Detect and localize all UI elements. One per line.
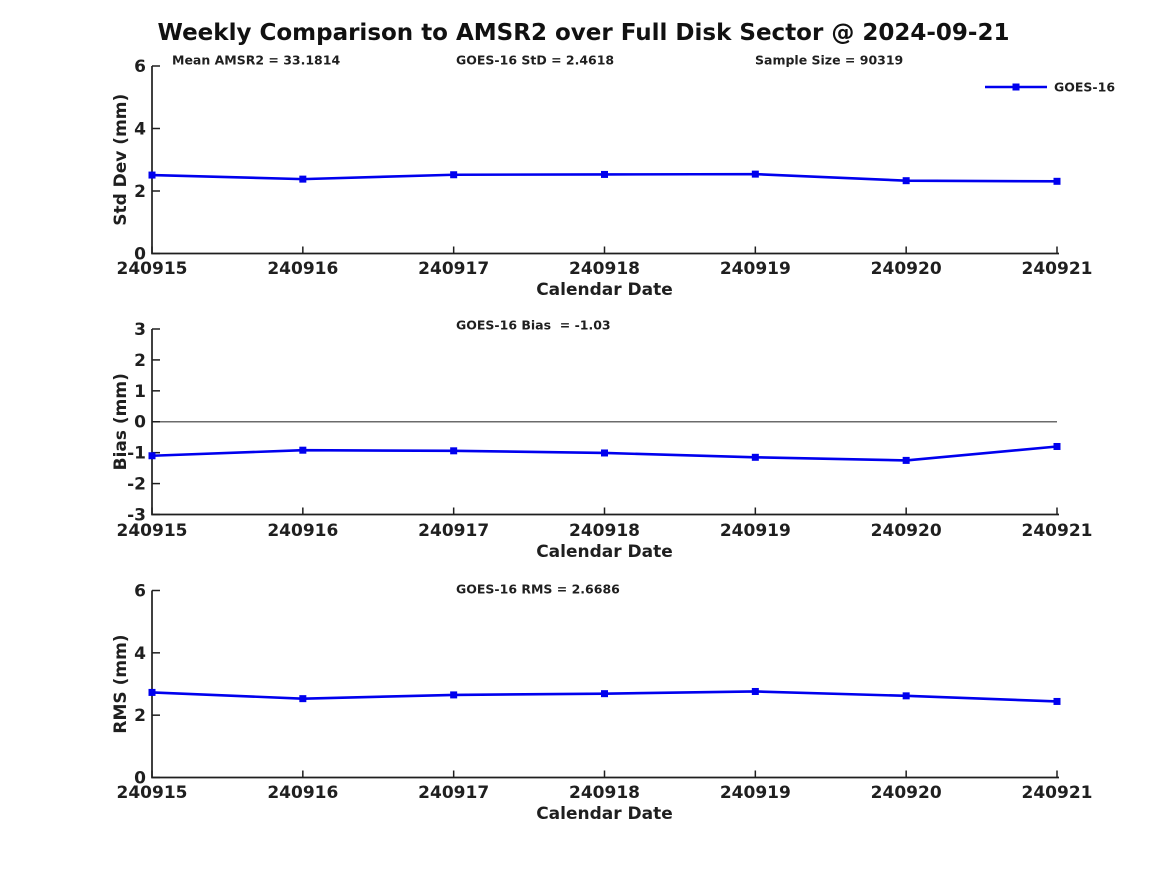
rms-point-marker [299,695,307,703]
y-tick-label: -1 [127,444,146,464]
bias-point-marker [902,456,910,464]
subplot-bias-svg: -3 -2 -1 0 1 2 3 240915 240916 240917 240918 240919… [111,317,1093,562]
annotation-rms-0: GOES-16 RMS = 2.6686 [456,581,620,596]
y-axis-label-stddev: Std Dev (mm) [111,94,131,226]
y-tick-label: 4 [134,119,146,139]
chart-title: Weekly Comparison to AMSR2 over Full Dis… [157,20,1010,46]
x-axis-label-stddev: Calendar Date [536,280,673,300]
y-tick-label: 0 [134,768,146,788]
stddev-point-marker [450,171,458,179]
rms-point-marker [601,690,608,698]
x-tick-label: 240915 [117,259,188,279]
x-tick-label: 240919 [720,783,791,803]
rms-point-marker [902,692,910,700]
x-tick-label: 240921 [1022,521,1093,541]
x-tick-label: 240917 [418,783,489,803]
stddev-point-marker [299,175,307,183]
rms-point-marker [148,688,156,696]
bias-point-marker [299,446,307,454]
bias-point-marker [751,453,759,461]
subplot-stddev-svg: 0 2 4 6 240915 240916 240917 240918 240919 240920… [111,52,1115,300]
y-tick-label: 1 [134,382,146,402]
x-tick-label: 240920 [871,521,942,541]
x-tick-label: 240920 [871,783,942,803]
x-axis-label-rms: Calendar Date [536,804,673,824]
y-tick-label: 6 [134,581,146,601]
x-tick-label: 240915 [117,521,188,541]
x-tick-label: 240921 [1022,259,1093,279]
y-tick-label: 4 [134,644,146,664]
x-tick-label: 240921 [1022,783,1093,803]
x-tick-label: 240916 [267,521,338,541]
y-tick-label: -2 [127,475,146,495]
y-tick-label: 3 [134,320,146,340]
x-tick-label: 240918 [569,259,640,279]
rms-point-marker [450,691,458,699]
legend-label: GOES-16 [1054,79,1115,94]
annotation-stddev-1: GOES-16 StD = 2.4618 [456,52,614,67]
x-tick-label: 240916 [267,783,338,803]
stddev-point-marker [902,177,910,185]
stddev-point-marker [751,170,759,178]
bias-point-marker [148,452,156,460]
rms-point-marker [751,687,759,695]
x-tick-label: 240917 [418,521,489,541]
y-tick-label: -3 [127,505,146,525]
x-tick-label: 240918 [569,521,640,541]
y-axis-label-rms: RMS (mm) [111,634,131,733]
y-tick-label: 2 [134,182,146,202]
annotation-bias-0: GOES-16 Bias = -1.03 [456,317,611,332]
rms-point-marker [1053,697,1061,705]
x-tick-label: 240920 [871,259,942,279]
annotation-stddev-2: Sample Size = 90319 [755,52,903,67]
x-tick-label: 240917 [418,259,489,279]
subplot-rms-svg: 0 2 4 6 240915 240916 240917 240918 240919 240920… [111,581,1093,824]
bias-point-marker [601,449,608,457]
bias-point-marker [450,447,458,455]
axis-spines [151,66,1059,255]
y-tick-label: 2 [134,351,146,371]
y-tick-label: 0 [134,413,146,433]
x-axis-label-bias: Calendar Date [536,542,673,562]
bias-point-marker [1053,442,1061,450]
legend-marker-sample [1012,83,1020,91]
annotation-stddev-0: Mean AMSR2 = 33.1814 [172,52,340,67]
y-tick-label: 6 [134,57,146,77]
x-tick-label: 240919 [720,521,791,541]
y-axis-label-bias: Bias (mm) [111,373,131,470]
axis-spines [151,590,1059,779]
stddev-point-marker [1053,177,1061,185]
x-tick-label: 240918 [569,783,640,803]
x-tick-label: 240915 [117,783,188,803]
y-tick-label: 2 [134,706,146,726]
y-tick-label: 0 [134,244,146,264]
stddev-point-marker [601,170,608,178]
stddev-point-marker [148,171,156,179]
x-tick-label: 240916 [267,259,338,279]
x-tick-label: 240919 [720,259,791,279]
